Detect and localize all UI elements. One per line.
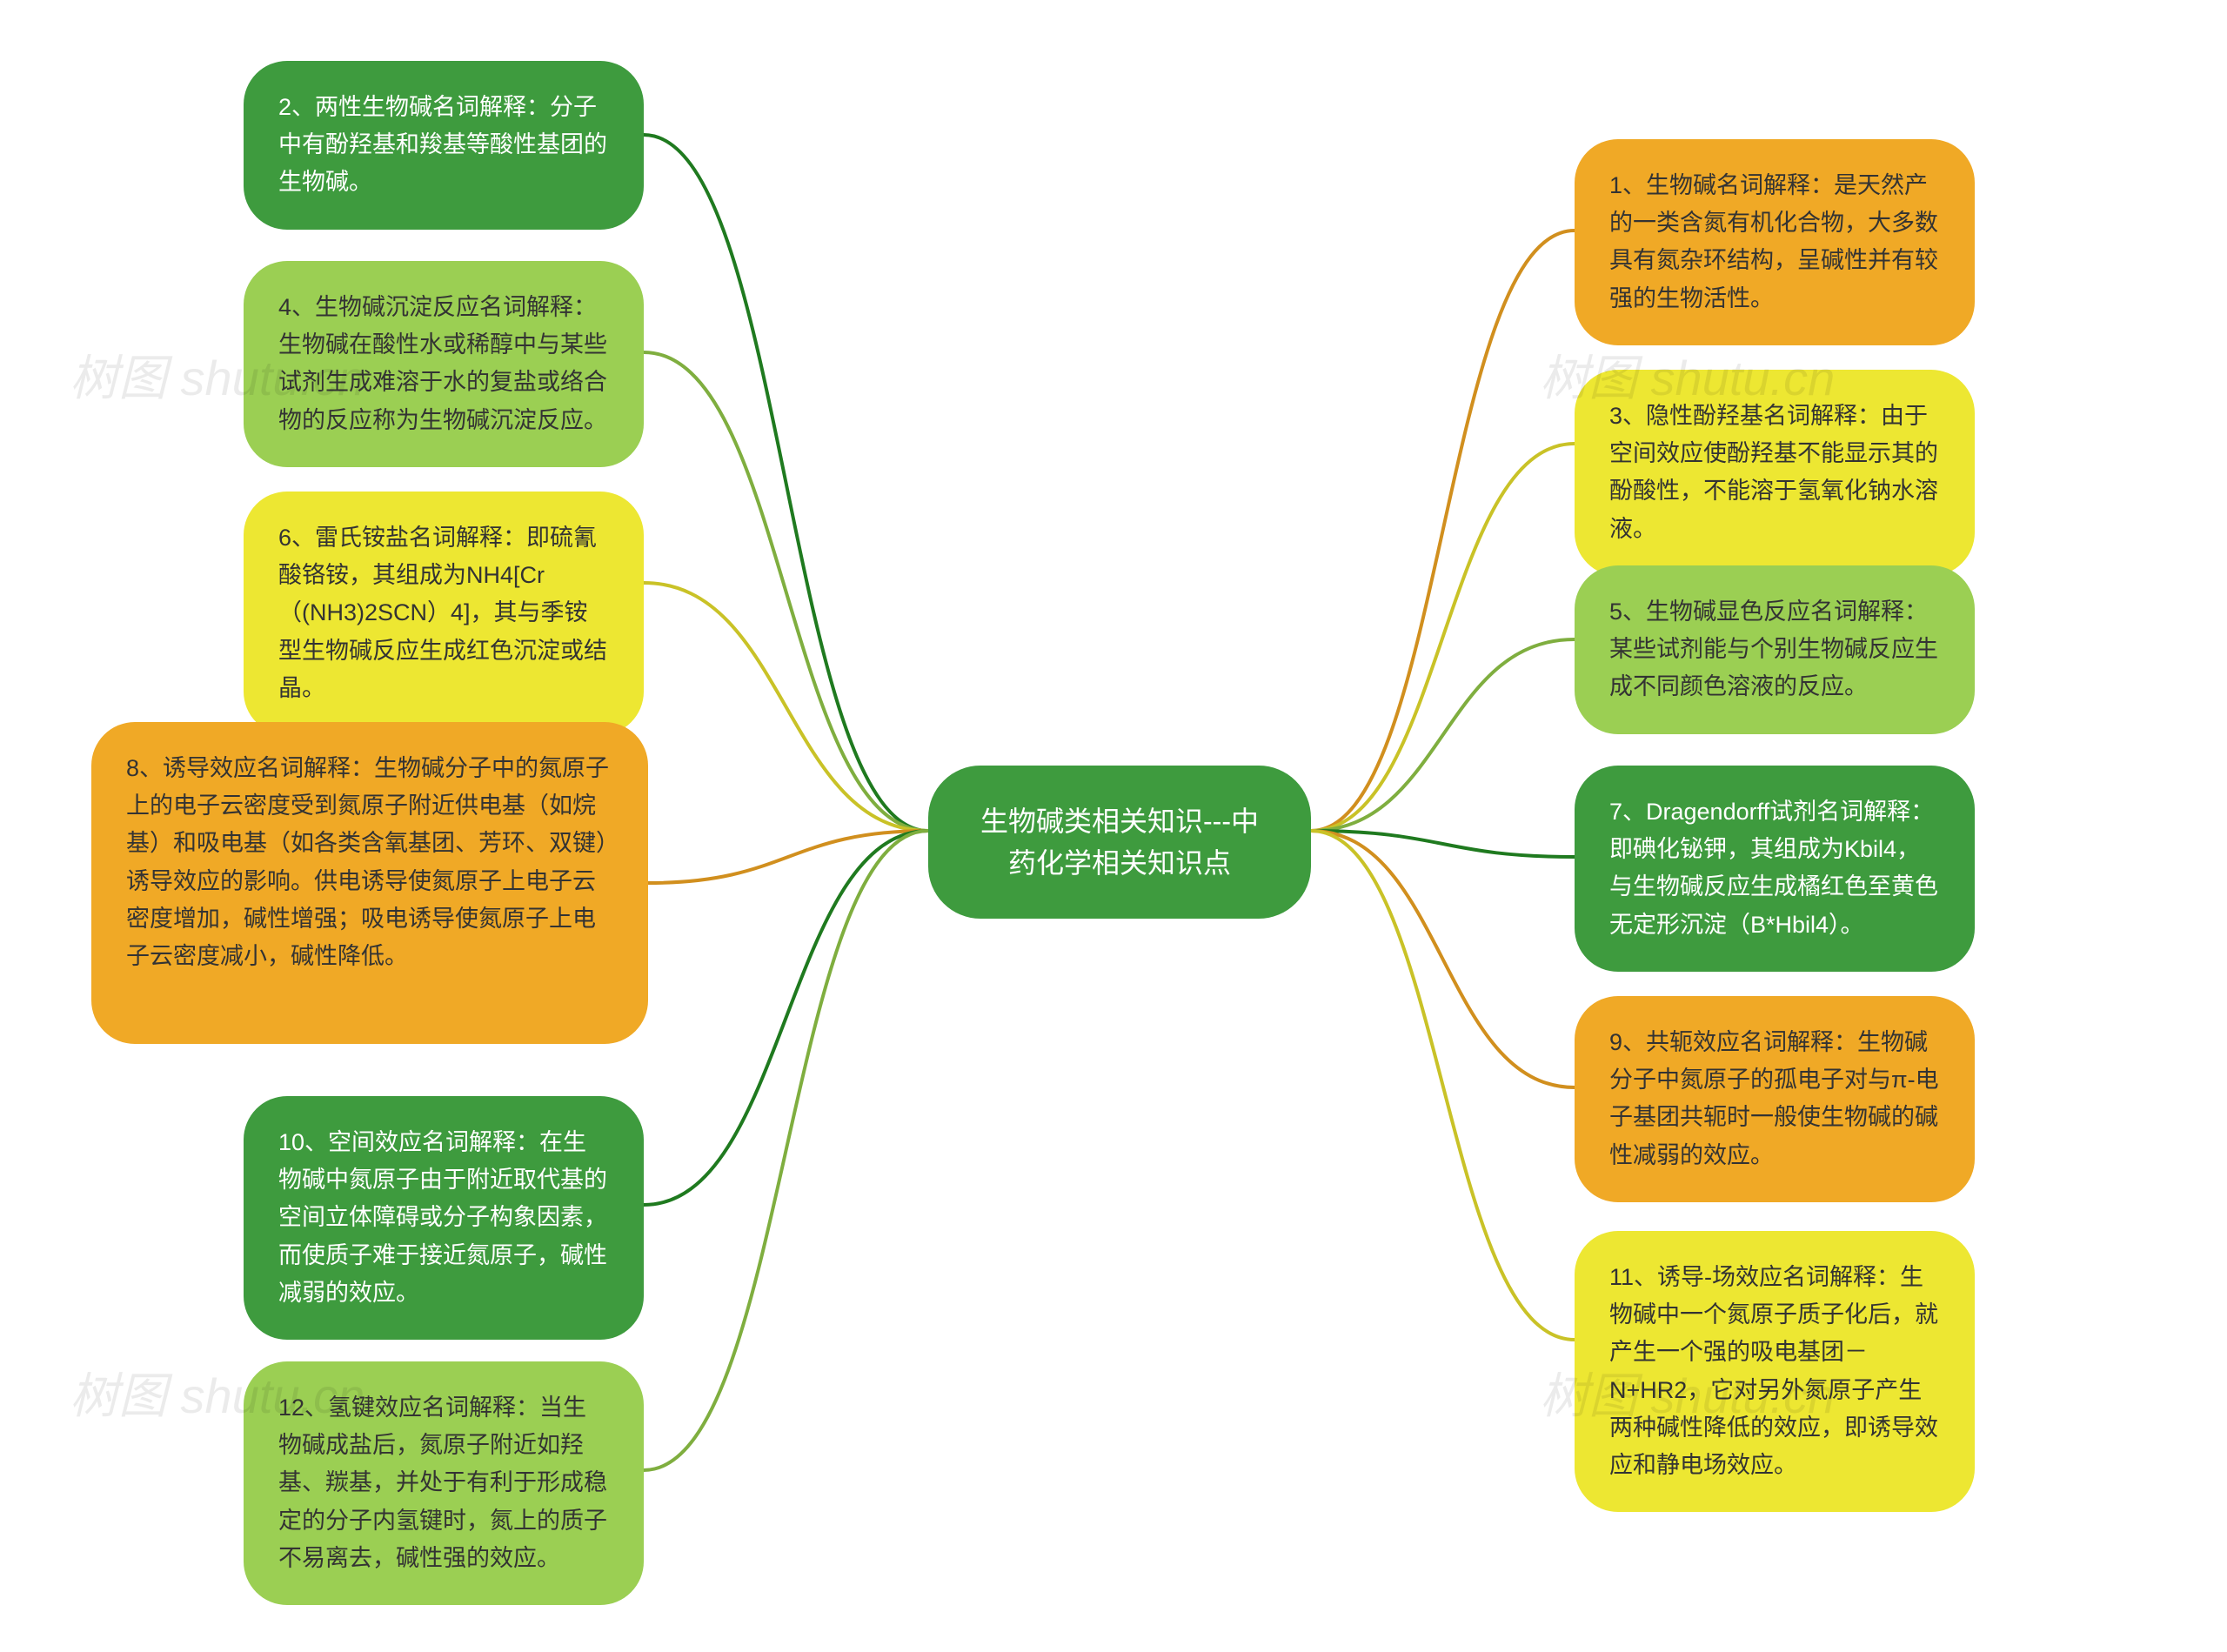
- right-node-label: 1、生物碱名词解释：是天然产的一类含氮有机化合物，大多数具有氮杂环结构，呈碱性并…: [1609, 172, 1938, 311]
- connector-edge: [644, 831, 928, 1470]
- connector-edge: [644, 583, 928, 831]
- connector-edge: [644, 831, 928, 1205]
- center-node: 生物碱类相关知识---中药化学相关知识点: [928, 766, 1311, 919]
- connector-edge: [1311, 231, 1575, 831]
- left-node-2: 6、雷氏铵盐名词解释：即硫氰酸铬铵，其组成为NH4[Cr（(NH3)2SCN）4…: [244, 492, 644, 735]
- connector-edge: [1311, 831, 1575, 1087]
- left-node-label: 10、空间效应名词解释：在生物碱中氮原子由于附近取代基的空间立体障碍或分子构象因…: [278, 1129, 607, 1306]
- right-node-label: 3、隐性酚羟基名词解释：由于空间效应使酚羟基不能显示其的酚酸性，不能溶于氢氧化钠…: [1609, 403, 1938, 542]
- right-node-0: 1、生物碱名词解释：是天然产的一类含氮有机化合物，大多数具有氮杂环结构，呈碱性并…: [1575, 139, 1975, 345]
- right-node-label: 11、诱导-场效应名词解释：生物碱中一个氮原子质子化后，就产生一个强的吸电基团－…: [1609, 1264, 1938, 1478]
- right-node-1: 3、隐性酚羟基名词解释：由于空间效应使酚羟基不能显示其的酚酸性，不能溶于氢氧化钠…: [1575, 370, 1975, 576]
- left-node-4: 10、空间效应名词解释：在生物碱中氮原子由于附近取代基的空间立体障碍或分子构象因…: [244, 1096, 644, 1340]
- connector-edge: [1311, 444, 1575, 831]
- right-node-3: 7、Dragendorff试剂名词解释：即碘化铋钾，其组成为Kbil4，与生物碱…: [1575, 766, 1975, 972]
- right-node-2: 5、生物碱显色反应名词解释：某些试剂能与个别生物碱反应生成不同颜色溶液的反应。: [1575, 565, 1975, 734]
- connector-edge: [1311, 831, 1575, 1340]
- right-node-label: 7、Dragendorff试剂名词解释：即碘化铋钾，其组成为Kbil4，与生物碱…: [1609, 799, 1938, 938]
- left-node-label: 6、雷氏铵盐名词解释：即硫氰酸铬铵，其组成为NH4[Cr（(NH3)2SCN）4…: [278, 525, 607, 701]
- right-node-5: 11、诱导-场效应名词解释：生物碱中一个氮原子质子化后，就产生一个强的吸电基团－…: [1575, 1231, 1975, 1512]
- left-node-label: 4、生物碱沉淀反应名词解释：生物碱在酸性水或稀醇中与某些试剂生成难溶于水的复盐或…: [278, 294, 607, 433]
- left-node-label: 12、氢键效应名词解释：当生物碱成盐后，氮原子附近如羟基、羰基，并处于有利于形成…: [278, 1395, 607, 1571]
- left-node-5: 12、氢键效应名词解释：当生物碱成盐后，氮原子附近如羟基、羰基，并处于有利于形成…: [244, 1361, 644, 1605]
- connector-edge: [644, 352, 928, 831]
- left-node-0: 2、两性生物碱名词解释：分子中有酚羟基和羧基等酸性基团的生物碱。: [244, 61, 644, 230]
- right-node-label: 9、共轭效应名词解释：生物碱分子中氮原子的孤电子对与π-电子基团共轭时一般使生物…: [1609, 1029, 1939, 1168]
- left-node-label: 2、两性生物碱名词解释：分子中有酚羟基和羧基等酸性基团的生物碱。: [278, 94, 607, 195]
- connector-edge: [648, 831, 928, 883]
- connector-edge: [644, 135, 928, 831]
- left-node-1: 4、生物碱沉淀反应名词解释：生物碱在酸性水或稀醇中与某些试剂生成难溶于水的复盐或…: [244, 261, 644, 467]
- connector-edge: [1311, 639, 1575, 831]
- left-node-label: 8、诱导效应名词解释：生物碱分子中的氮原子上的电子云密度受到氮原子附近供电基（如…: [126, 755, 609, 969]
- right-node-label: 5、生物碱显色反应名词解释：某些试剂能与个别生物碱反应生成不同颜色溶液的反应。: [1609, 599, 1938, 699]
- right-node-4: 9、共轭效应名词解释：生物碱分子中氮原子的孤电子对与π-电子基团共轭时一般使生物…: [1575, 996, 1975, 1202]
- left-node-3: 8、诱导效应名词解释：生物碱分子中的氮原子上的电子云密度受到氮原子附近供电基（如…: [91, 722, 648, 1044]
- connector-edge: [1311, 831, 1575, 857]
- center-label: 生物碱类相关知识---中药化学相关知识点: [980, 806, 1259, 879]
